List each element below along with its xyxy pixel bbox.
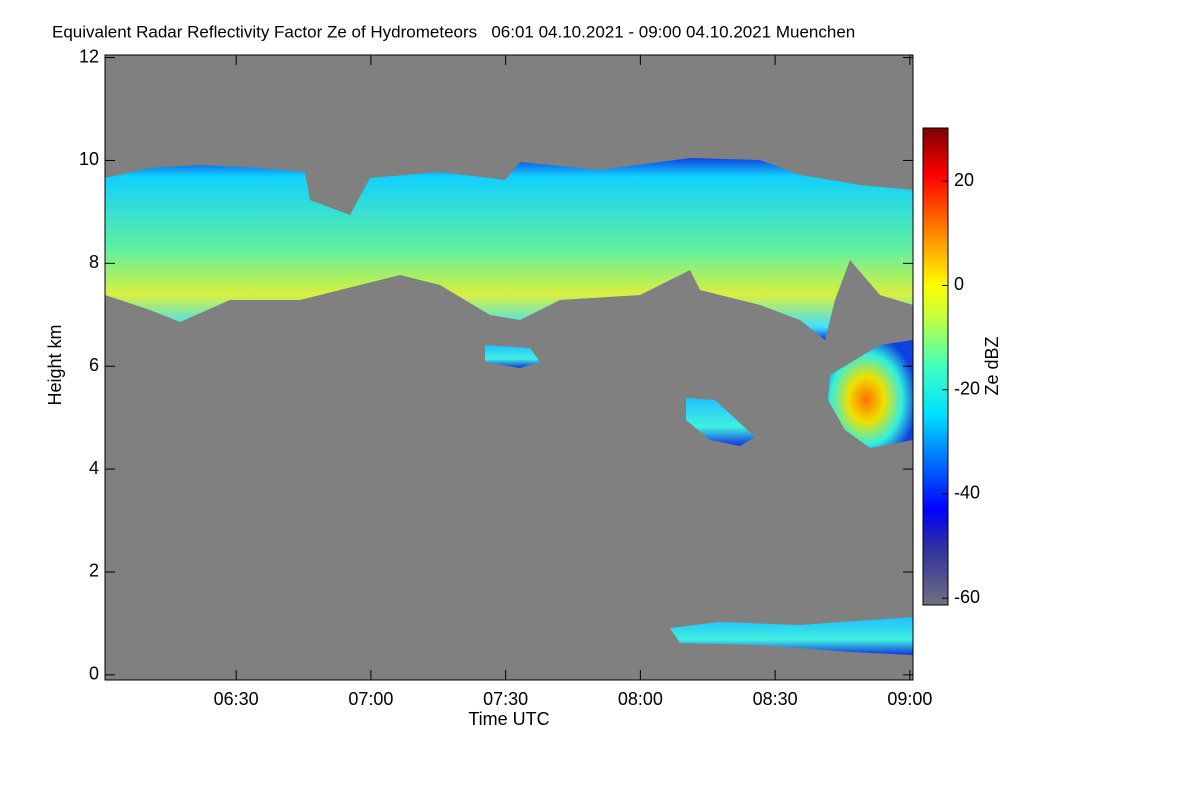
x-tick-label: 07:30: [483, 689, 528, 709]
echo-patch: [828, 340, 913, 448]
x-tick-label: 09:00: [887, 689, 932, 709]
y-tick-label: 8: [89, 252, 99, 272]
y-tick-label: 4: [89, 458, 99, 478]
colorbar: [922, 127, 949, 606]
echo-layer: [105, 158, 913, 340]
x-tick-label: 06:30: [214, 689, 259, 709]
y-tick-label: 2: [89, 561, 99, 581]
colorbar-tick-label: -20: [954, 378, 980, 398]
colorbar-label: Ze dBZ: [982, 336, 1002, 395]
colorbar-tick-label: 20: [954, 170, 974, 190]
chart-title: Equivalent Radar Reflectivity Factor Ze …: [52, 22, 855, 41]
colorbar-tick-label: -40: [954, 483, 980, 503]
echoes: [105, 158, 913, 655]
plot-background: [105, 55, 913, 680]
echo-patch: [670, 617, 913, 655]
x-axis-label: Time UTC: [468, 709, 549, 729]
colorbar-tick-label: 0: [954, 274, 964, 294]
y-tick-label: 12: [79, 46, 99, 66]
x-tick-label: 07:00: [348, 689, 393, 709]
colorbar-tick-label: -60: [954, 587, 980, 607]
y-tick-label: 0: [89, 664, 99, 684]
x-tick-label: 08:00: [618, 689, 663, 709]
x-tick-label: 08:30: [753, 689, 798, 709]
y-tick-label: 6: [89, 355, 99, 375]
y-tick-label: 10: [79, 149, 99, 169]
plot-frame: [104, 54, 914, 681]
y-axis-label: Height km: [45, 324, 65, 405]
echo-patch: [485, 345, 540, 368]
echo-patch: [686, 398, 755, 446]
